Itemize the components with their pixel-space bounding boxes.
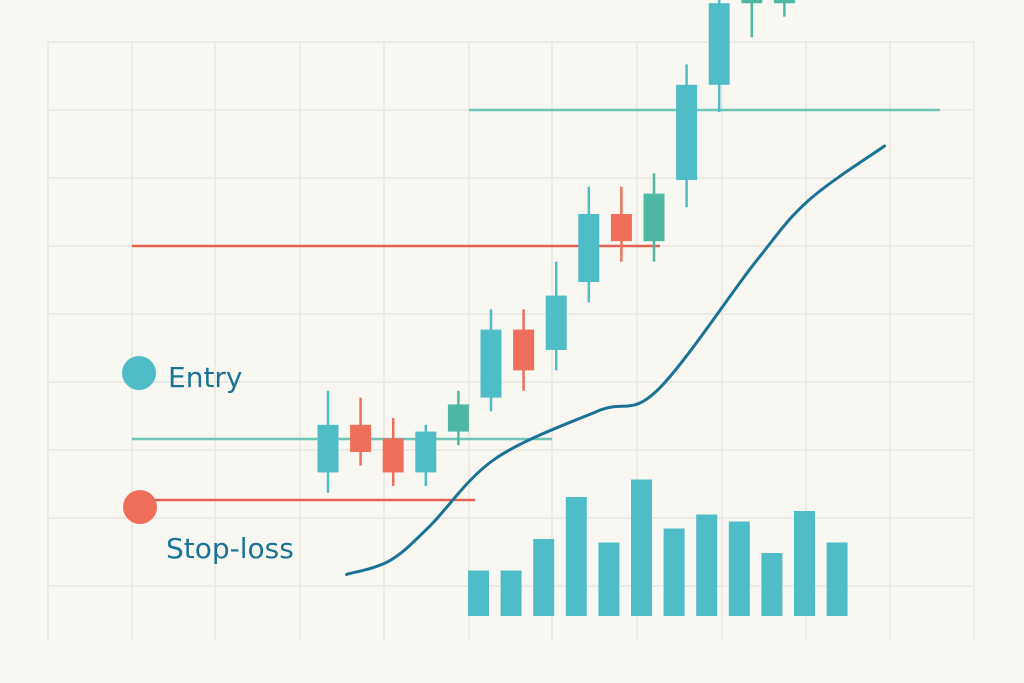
candle-body-7 (545, 295, 567, 350)
candle-9 (610, 186, 632, 262)
volume-bars (468, 479, 848, 616)
candle-4 (447, 390, 469, 446)
volume-bar-0 (468, 570, 489, 616)
candle-body-10 (643, 193, 665, 242)
candle-8 (578, 186, 600, 303)
trend-line (345, 144, 886, 576)
candle-body-2 (382, 438, 404, 473)
candles (317, 0, 795, 493)
volume-bar-9 (761, 553, 783, 616)
candle-6 (513, 309, 535, 391)
candle-body-0 (317, 424, 339, 473)
candle-1 (350, 397, 372, 466)
candle-body-3 (415, 431, 437, 473)
stoploss-label: Stop-loss (166, 532, 294, 565)
candle-body-14 (773, 0, 795, 4)
level-lines (132, 108, 940, 502)
volume-bar-4 (598, 542, 620, 616)
volume-bar-10 (794, 511, 815, 616)
candle-body-5 (480, 329, 502, 398)
entry-dot-icon (122, 356, 156, 390)
candle-11 (676, 64, 698, 208)
candle-body-4 (447, 404, 469, 432)
candle-body-1 (350, 424, 372, 452)
candle-13 (741, 0, 763, 38)
candle-7 (545, 261, 567, 371)
entry-label: Entry (168, 361, 243, 394)
candle-body-11 (676, 84, 698, 180)
stoploss-dot-icon (123, 490, 157, 524)
candle-12 (708, 0, 730, 112)
candle-0 (317, 390, 339, 493)
volume-bar-5 (631, 479, 652, 616)
candle-2 (382, 418, 404, 486)
volume-bar-1 (500, 570, 522, 616)
candle-14 (773, 0, 795, 17)
candle-body-9 (610, 214, 632, 242)
volume-bar-7 (696, 514, 718, 616)
candle-body-8 (578, 214, 600, 282)
candle-3 (415, 424, 437, 486)
candle-body-6 (513, 329, 535, 371)
trend-curve (345, 144, 886, 576)
volume-bar-6 (663, 528, 685, 616)
volume-bar-3 (565, 497, 587, 616)
volume-bar-2 (533, 539, 555, 616)
candle-10 (643, 173, 665, 262)
candle-body-13 (741, 0, 763, 4)
candle-5 (480, 309, 502, 412)
volume-bar-8 (728, 521, 750, 616)
candle-body-12 (708, 3, 730, 85)
volume-bar-11 (826, 542, 848, 616)
